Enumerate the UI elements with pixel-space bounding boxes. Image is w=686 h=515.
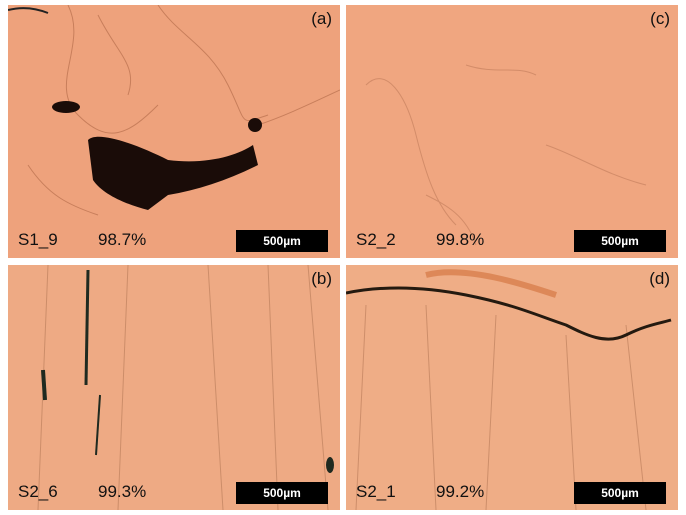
panel-label: (d) xyxy=(649,269,670,289)
sample-name: S1_9 xyxy=(18,230,58,250)
sample-name: S2_1 xyxy=(356,482,396,502)
scale-bar: 500µm xyxy=(236,482,328,504)
panel-b: (b) S2_6 99.3% 500µm xyxy=(8,265,340,510)
micrograph xyxy=(346,5,678,258)
panel-a: (a) S1_9 98.7% 500µm xyxy=(8,5,340,258)
panel-label: (b) xyxy=(311,269,332,289)
density: 98.7% xyxy=(98,230,146,250)
density: 99.2% xyxy=(436,482,484,502)
scale-bar: 500µm xyxy=(574,230,666,252)
micrograph xyxy=(8,5,340,258)
micrograph xyxy=(8,265,340,510)
sample-name: S2_6 xyxy=(18,482,58,502)
density: 99.8% xyxy=(436,230,484,250)
panel-c: (c) S2_2 99.8% 500µm xyxy=(346,5,678,258)
figure: (a) S1_9 98.7% 500µm (c) S2_2 99.8% 500µ… xyxy=(0,0,686,515)
sample-name: S2_2 xyxy=(356,230,396,250)
scale-bar: 500µm xyxy=(236,230,328,252)
density: 99.3% xyxy=(98,482,146,502)
micrograph xyxy=(346,265,678,510)
panel-label: (a) xyxy=(311,9,332,29)
panel-label: (c) xyxy=(650,9,670,29)
panel-d: (d) S2_1 99.2% 500µm xyxy=(346,265,678,510)
scale-bar: 500µm xyxy=(574,482,666,504)
